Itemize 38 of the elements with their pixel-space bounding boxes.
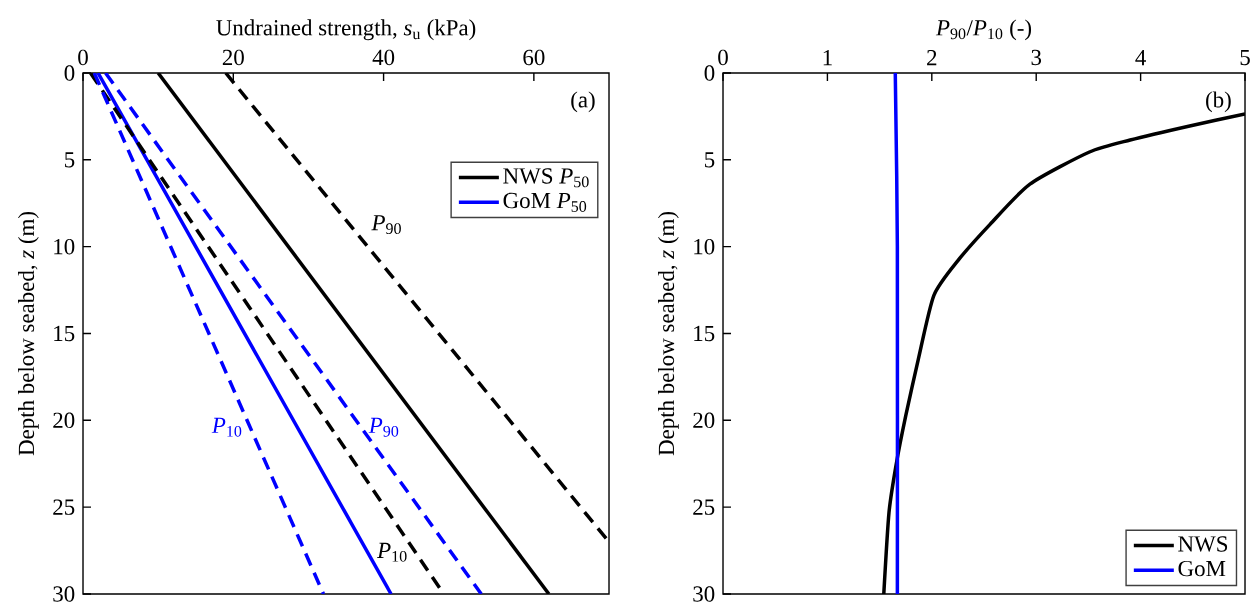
x-tick-label: 2	[927, 49, 937, 66]
series-label: P$_{10}$	[211, 417, 242, 437]
y-tick-label: 5	[65, 152, 75, 168]
y-tick-label: 30	[53, 586, 75, 602]
annotation: (b)	[1206, 91, 1231, 113]
x-axis-title: Undrained strength, s$_{u}$ (kPa)	[216, 19, 476, 41]
x-tick-label: 0	[78, 49, 88, 66]
x-tick-label: 1	[823, 50, 832, 66]
y-tick-label: 25	[693, 499, 715, 515]
series-label: P$_{90}$	[368, 417, 399, 437]
x-tick-label: 5	[1240, 49, 1250, 66]
y-tick-label: 0	[704, 65, 715, 81]
y-tick-label: 30	[693, 586, 715, 602]
annotation: (a)	[571, 91, 595, 113]
x-tick-label: 40	[372, 49, 395, 66]
x-tick-label: 60	[523, 49, 545, 66]
legend-label: NWS	[1178, 536, 1228, 552]
y-tick-label: 0	[64, 65, 75, 81]
y-axis-title: Depth below seabed, z (m)	[658, 212, 679, 456]
series-label: P$_{10}$	[377, 542, 407, 562]
y-tick-label: 5	[705, 152, 715, 168]
y-tick-label: 10	[694, 238, 715, 255]
legend-label: GoM P$_{50}$	[503, 192, 587, 212]
series-label: P$_{90}$	[371, 215, 401, 235]
y-tick-label: 10	[54, 238, 75, 255]
y-axis-title: Depth below seabed, z (m)	[18, 212, 39, 456]
x-tick-label: 20	[222, 49, 244, 66]
x-tick-label: 4	[1135, 50, 1146, 66]
y-tick-label: 20	[53, 412, 75, 429]
legend-label: NWS P$_{50}$	[503, 168, 589, 188]
x-tick-label: 3	[1031, 49, 1042, 66]
x-tick-label: 0	[718, 49, 728, 66]
y-tick-label: 20	[693, 412, 715, 429]
y-tick-label: 15	[694, 325, 715, 342]
y-tick-label: 25	[53, 499, 75, 515]
y-tick-label: 15	[54, 325, 75, 342]
legend-label: GoM	[1178, 560, 1226, 577]
x-axis-title: P$_{90}$/P$_{10}$ (-)	[935, 19, 1032, 41]
